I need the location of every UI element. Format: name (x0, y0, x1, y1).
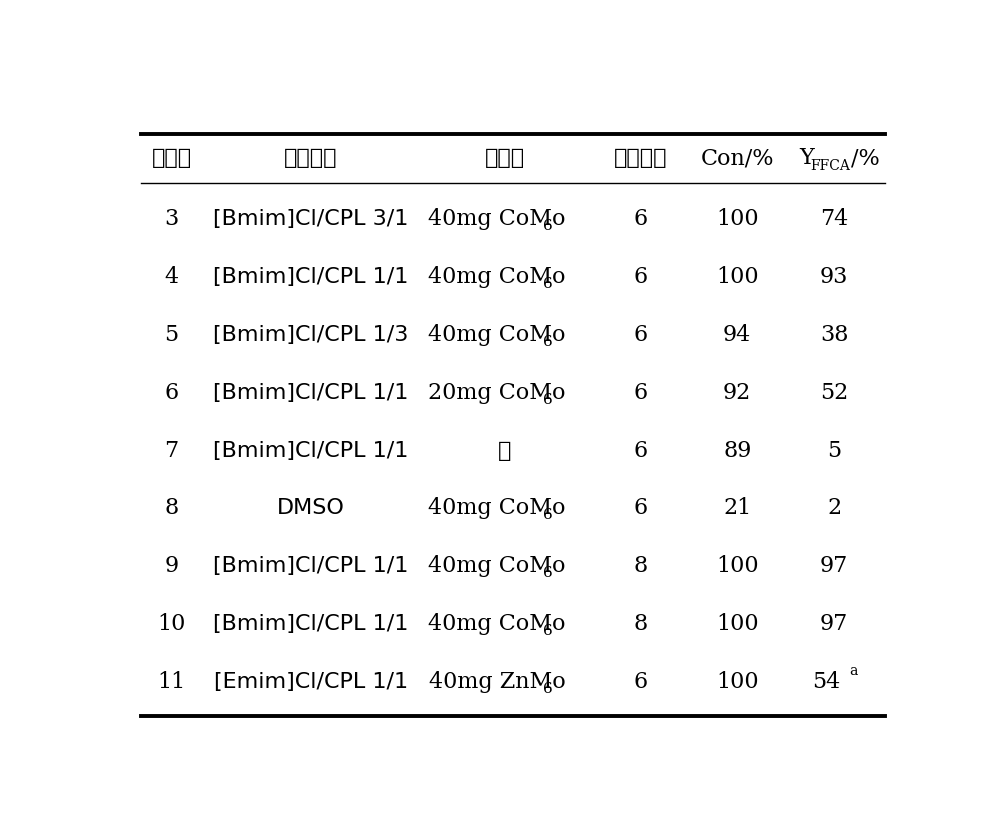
Text: 2: 2 (827, 497, 841, 519)
Text: [Bmim]Cl/CPL 3/1: [Bmim]Cl/CPL 3/1 (213, 209, 409, 229)
Text: 40mg CoMo: 40mg CoMo (428, 266, 566, 287)
Text: 反应时间: 反应时间 (614, 148, 667, 168)
Text: 97: 97 (820, 555, 848, 576)
Text: 92: 92 (723, 381, 751, 403)
Text: 40mg CoMo: 40mg CoMo (428, 555, 566, 576)
Text: [Bmim]Cl/CPL 1/3: [Bmim]Cl/CPL 1/3 (213, 325, 409, 344)
Text: 6: 6 (633, 439, 647, 461)
Text: 8: 8 (633, 555, 648, 576)
Text: 6: 6 (542, 566, 552, 580)
Text: 8: 8 (164, 497, 179, 519)
Text: 催化剂: 催化剂 (485, 148, 525, 168)
Text: FFCA: FFCA (810, 159, 850, 173)
Text: 6: 6 (633, 324, 647, 345)
Text: 5: 5 (827, 439, 841, 461)
Text: 40mg ZnMo: 40mg ZnMo (429, 670, 565, 692)
Text: 6: 6 (633, 497, 647, 519)
Text: 6: 6 (542, 392, 552, 407)
Text: 无: 无 (498, 440, 511, 460)
Text: 54: 54 (812, 670, 840, 692)
Text: 实施例: 实施例 (151, 148, 192, 168)
Text: [Bmim]Cl/CPL 1/1: [Bmim]Cl/CPL 1/1 (213, 267, 409, 286)
Text: 100: 100 (716, 208, 759, 230)
Text: 100: 100 (716, 266, 759, 287)
Text: 97: 97 (820, 613, 848, 634)
Text: 93: 93 (820, 266, 848, 287)
Text: 反应溶剂: 反应溶剂 (284, 148, 338, 168)
Text: 8: 8 (633, 613, 648, 634)
Text: 100: 100 (716, 613, 759, 634)
Text: 74: 74 (820, 208, 848, 230)
Text: 5: 5 (164, 324, 179, 345)
Text: [Bmim]Cl/CPL 1/1: [Bmim]Cl/CPL 1/1 (213, 440, 409, 460)
Text: 6: 6 (542, 335, 552, 349)
Text: 6: 6 (542, 277, 552, 291)
Text: 94: 94 (723, 324, 751, 345)
Text: 40mg CoMo: 40mg CoMo (428, 324, 566, 345)
Text: 40mg CoMo: 40mg CoMo (428, 613, 566, 634)
Text: 6: 6 (633, 208, 647, 230)
Text: 4: 4 (164, 266, 179, 287)
Text: 6: 6 (633, 381, 647, 403)
Text: 6: 6 (542, 219, 552, 233)
Text: 6: 6 (164, 381, 179, 403)
Text: 100: 100 (716, 670, 759, 692)
Text: 3: 3 (164, 208, 179, 230)
Text: 21: 21 (723, 497, 751, 519)
Text: /%: /% (851, 147, 880, 169)
Text: 9: 9 (164, 555, 179, 576)
Text: 40mg CoMo: 40mg CoMo (428, 497, 566, 519)
Text: DMSO: DMSO (277, 498, 345, 518)
Text: 38: 38 (820, 324, 848, 345)
Text: Y: Y (800, 147, 814, 169)
Text: 40mg CoMo: 40mg CoMo (428, 208, 566, 230)
Text: 20mg CoMo: 20mg CoMo (428, 381, 566, 403)
Text: [Bmim]Cl/CPL 1/1: [Bmim]Cl/CPL 1/1 (213, 614, 409, 633)
Text: 89: 89 (723, 439, 751, 461)
Text: 7: 7 (164, 439, 179, 461)
Text: [Bmim]Cl/CPL 1/1: [Bmim]Cl/CPL 1/1 (213, 383, 409, 402)
Text: 100: 100 (716, 555, 759, 576)
Text: 6: 6 (633, 670, 647, 692)
Text: a: a (849, 662, 858, 676)
Text: [Bmim]Cl/CPL 1/1: [Bmim]Cl/CPL 1/1 (213, 556, 409, 575)
Text: Con/%: Con/% (700, 147, 774, 169)
Text: 6: 6 (542, 681, 552, 696)
Text: 10: 10 (157, 613, 186, 634)
Text: [Emim]Cl/CPL 1/1: [Emim]Cl/CPL 1/1 (214, 672, 408, 691)
Text: 6: 6 (633, 266, 647, 287)
Text: 6: 6 (542, 623, 552, 638)
Text: 52: 52 (820, 381, 848, 403)
Text: 11: 11 (157, 670, 186, 692)
Text: 6: 6 (542, 508, 552, 522)
